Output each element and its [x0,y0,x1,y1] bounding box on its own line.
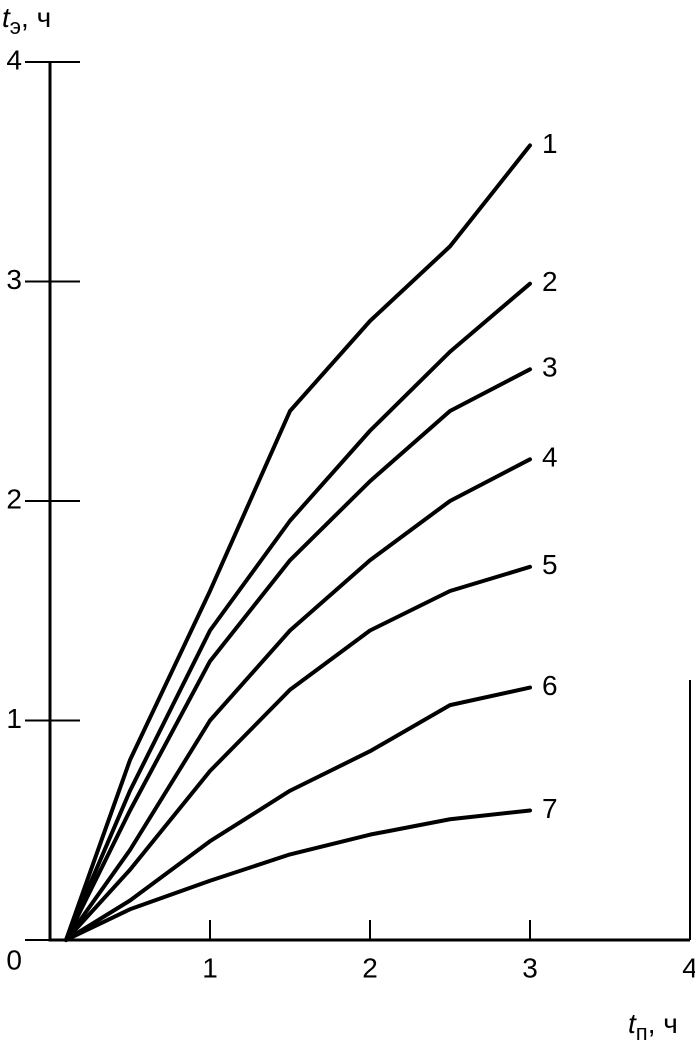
curve [64,564,532,942]
series-label: 6 [542,670,558,701]
series-label: 7 [542,793,558,824]
y-tick-label: 2 [6,483,22,514]
series-label: 2 [542,266,558,297]
y-tick-label: 3 [6,264,22,295]
x-tick-label: 4 [682,952,695,983]
curve [64,143,532,942]
curve [64,281,532,942]
curve [64,808,532,942]
x-axis-label: tп, ч [628,1008,678,1044]
y-tick-label: 1 [6,703,22,734]
x-label-main: t [628,1008,637,1039]
series-label: 1 [542,128,558,159]
x-tick-label: 3 [522,952,538,983]
series-label: 4 [542,442,558,473]
x-tick-label: 2 [362,952,378,983]
curve [64,685,532,942]
y-label-unit: , ч [21,2,51,33]
axes [48,62,690,942]
curve [64,367,532,942]
x-label-unit: , ч [648,1008,678,1039]
series-label: 5 [542,549,558,580]
curve [64,457,532,942]
y-tick-label: 0 [6,944,22,975]
series-label: 3 [542,352,558,383]
y-label-main: t [2,2,11,33]
y-tick-label: 4 [6,44,22,75]
x-tick-label: 1 [202,952,218,983]
y-label-sub: э [10,14,21,39]
x-label-sub: п [636,1020,648,1045]
y-axis-label: tэ, ч [2,2,51,38]
